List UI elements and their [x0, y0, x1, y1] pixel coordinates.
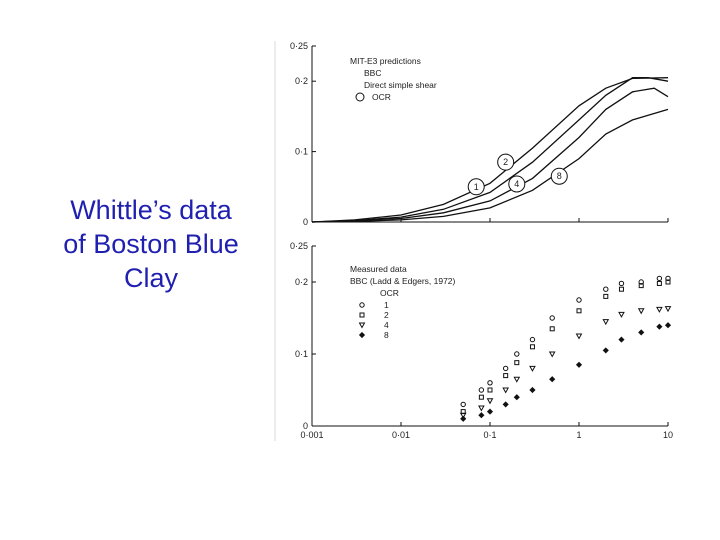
panel-2-legend-line: Measured data	[350, 264, 407, 274]
data-point-ocr-8	[486, 408, 494, 415]
data-point-ocr-8	[656, 323, 663, 330]
data-point-ocr-1	[638, 279, 644, 285]
panel-2-x-tick-label: 0·001	[300, 430, 323, 440]
title-line-3: Clay	[123, 263, 178, 293]
data-point-ocr-1	[603, 286, 609, 292]
data-point-ocr-1	[529, 336, 536, 343]
panel-2-x-tick-label: 0·1	[483, 430, 496, 440]
data-point-ocr-4	[602, 319, 610, 326]
data-point-ocr-2	[549, 326, 555, 332]
panel-2-legend-line: BBC (Ladd & Edgers, 1972)	[350, 276, 456, 286]
panel-2-y-tick-label: 0·2	[295, 277, 308, 287]
data-point-ocr-2	[638, 283, 644, 289]
panel-1-legend-ocr-label: OCR	[372, 92, 391, 102]
panel-2-x-tick-label: 10	[663, 430, 673, 440]
legend-marker-ocr-8	[358, 331, 366, 339]
panel-1-y-tick-label: 0	[303, 217, 308, 227]
data-point-ocr-4	[513, 376, 521, 383]
legend-ocr-circle-icon	[355, 92, 365, 102]
panel-2-x-tick-label: 1	[576, 430, 581, 440]
prediction-curve-ocr-2	[311, 77, 669, 223]
panel-2-y-tick-label: 0·25	[290, 241, 308, 251]
data-point-ocr-2	[603, 293, 609, 299]
data-point-ocr-1	[460, 401, 466, 408]
data-point-ocr-1	[487, 380, 493, 386]
data-point-ocr-8	[575, 361, 583, 368]
title-line-2: of Boston Blue	[63, 229, 239, 259]
legend-label-ocr-4: 4	[384, 320, 389, 330]
data-point-ocr-1	[502, 365, 509, 372]
panel-1-legend-line: MIT-E3 predictions	[350, 56, 421, 66]
panel-1-y-tick-label: 0·1	[295, 147, 308, 157]
data-point-ocr-4	[575, 333, 583, 340]
data-point-ocr-4	[656, 306, 663, 313]
panel-2-y-tick-label: 0	[303, 421, 308, 431]
data-point-ocr-8	[618, 336, 625, 343]
curve-label-circle-8	[550, 167, 568, 185]
legend-label-ocr-1: 1	[384, 300, 389, 310]
data-point-ocr-1	[549, 315, 555, 321]
data-point-ocr-1	[514, 351, 520, 357]
data-point-ocr-2	[656, 280, 662, 286]
curve-label-2: 2	[503, 157, 508, 167]
scanned-figure: 0·25 0·2 0·1 0 MIT-E3 predictions BBC Direct s…	[270, 36, 690, 446]
legend-marker-ocr-1	[359, 302, 365, 308]
figure-svg: 0·25 0·2 0·1 0 MIT-E3 predictions BBC Direct s…	[274, 41, 673, 441]
data-point-ocr-8	[664, 322, 672, 329]
data-point-ocr-4	[459, 412, 467, 419]
curve-label-circle-1	[467, 178, 485, 196]
panel-1-legend-line: Direct simple shear	[364, 80, 437, 90]
data-point-ocr-8	[602, 347, 609, 354]
panel-1-y-tick-label: 0·2	[295, 76, 308, 86]
data-point-ocr-8	[529, 386, 536, 394]
curve-label-circle-2	[497, 153, 515, 171]
data-point-ocr-1	[478, 387, 485, 393]
data-point-ocr-8	[460, 415, 467, 422]
data-point-ocr-8	[638, 329, 645, 336]
data-point-ocr-2	[514, 360, 520, 366]
data-point-ocr-4	[478, 405, 485, 412]
curve-label-circle-4	[508, 175, 526, 193]
prediction-curve-ocr-8	[311, 108, 669, 223]
data-point-ocr-8	[549, 376, 556, 383]
panel-2-x-tick-label: 0·01	[392, 430, 410, 440]
panel-2-legend-ocr-header: OCR	[380, 288, 399, 298]
data-point-ocr-2	[665, 279, 671, 285]
curve-label-4: 4	[514, 179, 519, 189]
data-point-ocr-4	[637, 308, 645, 315]
data-point-ocr-4	[548, 351, 556, 358]
data-point-ocr-1	[618, 280, 625, 287]
data-point-ocr-8	[478, 412, 485, 419]
data-point-ocr-1	[576, 297, 582, 303]
title-line-1: Whittle’s data	[70, 195, 232, 225]
data-point-ocr-4	[486, 398, 494, 405]
legend-label-ocr-8: 8	[384, 330, 389, 340]
legend-marker-ocr-4	[358, 322, 366, 329]
panel-1-y-tick-label: 0·25	[290, 41, 308, 51]
slide-title: Whittle’s data of Boston Blue Clay	[20, 193, 282, 295]
data-point-ocr-2	[478, 394, 484, 400]
curve-label-8: 8	[557, 171, 562, 181]
data-point-ocr-1	[656, 275, 663, 282]
data-point-ocr-2	[618, 286, 624, 292]
legend-marker-ocr-2	[359, 312, 365, 318]
data-point-ocr-2	[576, 308, 582, 314]
data-point-ocr-4	[529, 365, 536, 372]
data-point-ocr-2	[503, 373, 509, 379]
data-point-ocr-8	[502, 401, 509, 408]
data-point-ocr-4	[664, 306, 672, 313]
data-point-ocr-4	[502, 387, 510, 394]
data-point-ocr-2	[487, 387, 493, 393]
data-point-ocr-4	[618, 311, 625, 318]
prediction-curve-ocr-4	[311, 87, 669, 223]
curve-label-1: 1	[474, 182, 479, 192]
data-point-ocr-1	[665, 275, 671, 282]
data-point-ocr-8	[513, 394, 520, 401]
data-point-ocr-2	[529, 344, 535, 350]
legend-label-ocr-2: 2	[384, 310, 389, 320]
panel-1-legend-line: BBC	[364, 68, 381, 78]
panel-2-y-tick-label: 0·1	[295, 349, 308, 359]
